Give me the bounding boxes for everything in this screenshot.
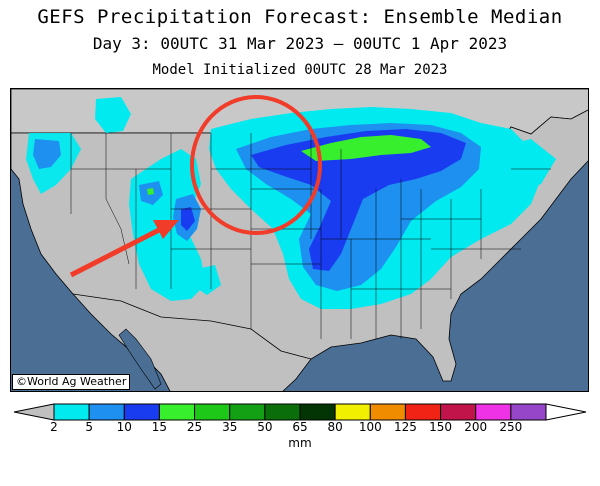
legend-swatch	[404, 403, 442, 421]
legend-swatch	[229, 403, 266, 421]
legend-swatch	[369, 403, 406, 421]
legend-swatch	[510, 403, 547, 421]
legend-units: mm	[288, 436, 312, 450]
map-canvas	[11, 89, 588, 391]
legend-tick-label: 35	[222, 420, 238, 434]
precip-5mm-pacific-nw	[33, 139, 61, 169]
us-mexico-border	[72, 293, 312, 360]
legend-tick-label: 25	[186, 420, 203, 434]
legend-tick-label: 2	[50, 420, 58, 434]
legend-tick-label: 250	[499, 420, 523, 434]
legend-tick-label: 15	[151, 420, 168, 434]
legend-swatch	[53, 403, 90, 421]
legend-tick-label: 50	[257, 420, 273, 434]
legend-tick-label: 200	[464, 420, 488, 434]
legend-tick-label: 100	[358, 420, 382, 434]
precip-2mm-northern-rockies	[95, 97, 131, 133]
color-legend	[0, 402, 600, 442]
precipitation-map	[10, 88, 589, 392]
legend-low-arrow	[13, 403, 55, 421]
precip-10mm-colorado	[181, 207, 195, 231]
legend-swatch	[264, 403, 301, 421]
gulf-of-california	[118, 328, 162, 390]
forecast-period: Day 3: 00UTC 31 Mar 2023 — 00UTC 1 Apr 2…	[92, 34, 508, 53]
legend-tick-label: 10	[116, 420, 132, 434]
legend-tick-label: 125	[393, 420, 417, 434]
credit-label: ©World Ag Weather	[12, 374, 131, 390]
legend-tick-label: 150	[429, 420, 453, 434]
legend-tick-label: 65	[292, 420, 308, 434]
legend-swatch	[299, 403, 336, 421]
precip-15mm-upper-midwest	[301, 135, 431, 161]
legend-tick-label: 80	[327, 420, 343, 434]
legend-swatch	[334, 403, 371, 421]
precip-2mm-arizona	[145, 257, 169, 281]
legend-swatch	[194, 403, 231, 421]
legend-swatch	[123, 403, 160, 421]
legend-swatch	[440, 403, 477, 421]
legend-high-arrow	[545, 403, 587, 421]
legend-bar	[13, 403, 587, 421]
chart-title: GEFS Precipitation Forecast: Ensemble Me…	[37, 6, 563, 28]
highlight-circle	[190, 95, 322, 235]
precip-15mm-spot	[147, 188, 154, 195]
precip-2mm-nm	[195, 265, 221, 295]
precip-2mm-northeast	[491, 139, 556, 194]
highlight-arrow	[69, 220, 179, 278]
legend-tick-label: 5	[85, 420, 93, 434]
legend-swatch	[88, 403, 125, 421]
model-init-time: Model Initialized 00UTC 28 Mar 2023	[152, 62, 448, 78]
precip-10mm-midwest	[251, 129, 466, 271]
legend-swatch	[158, 403, 196, 421]
legend-swatch	[475, 403, 512, 421]
